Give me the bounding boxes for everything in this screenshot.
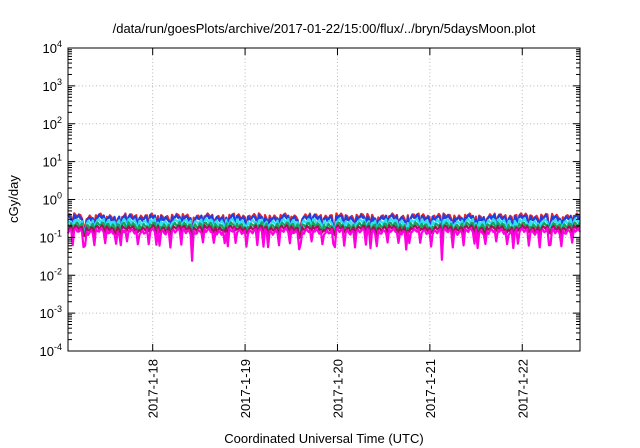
series-group (66, 212, 581, 262)
y-tick-base: 10 (40, 230, 54, 245)
y-tick-label: 104 (43, 39, 62, 56)
y-tick-base: 10 (43, 193, 57, 208)
chart-title: /data/run/goesPlots/archive/2017-01-22/1… (113, 21, 536, 36)
y-tick-exponent: -4 (54, 342, 62, 352)
y-tick-label: 102 (43, 115, 62, 132)
y-tick-label: 101 (43, 153, 62, 170)
x-axis-label: Coordinated Universal Time (UTC) (224, 431, 423, 446)
y-tick-exponent: 3 (57, 77, 62, 87)
y-tick-base: 10 (43, 79, 57, 94)
y-tick-exponent: -1 (54, 228, 62, 238)
y-tick-label: 103 (43, 77, 62, 94)
y-tick-exponent: 2 (57, 115, 62, 125)
axis-ticks: 10-410-310-210-11001011021031042017-1-18… (40, 39, 580, 418)
y-axis-label: cGy/day (6, 175, 21, 223)
y-tick-base: 10 (43, 41, 57, 56)
y-tick-exponent: 4 (57, 39, 62, 49)
y-tick-exponent: -2 (54, 266, 62, 276)
series-line-2 (67, 213, 581, 244)
y-tick-base: 10 (43, 155, 57, 170)
series-line-5 (67, 224, 581, 244)
x-tick-label: 2017-1-18 (146, 359, 161, 418)
series-line-6 (66, 227, 581, 262)
y-tick-exponent: 0 (57, 191, 62, 201)
y-tick-base: 10 (40, 268, 54, 283)
x-tick-label: 2017-1-20 (330, 359, 345, 418)
x-tick-label: 2017-1-19 (238, 359, 253, 418)
y-tick-base: 10 (43, 117, 57, 132)
y-tick-base: 10 (40, 306, 54, 321)
y-tick-label: 10-1 (40, 228, 62, 245)
y-tick-label: 10-4 (40, 342, 62, 359)
y-tick-label: 10-3 (40, 304, 62, 321)
x-tick-label: 2017-1-22 (515, 359, 530, 418)
x-tick-label: 2017-1-21 (423, 359, 438, 418)
y-tick-exponent: 1 (57, 153, 62, 163)
y-tick-base: 10 (40, 344, 54, 359)
y-tick-label: 10-2 (40, 266, 62, 283)
series-line-4 (67, 221, 581, 244)
series-line-3 (67, 217, 581, 243)
y-tick-exponent: -3 (54, 304, 62, 314)
y-tick-label: 100 (43, 191, 62, 208)
